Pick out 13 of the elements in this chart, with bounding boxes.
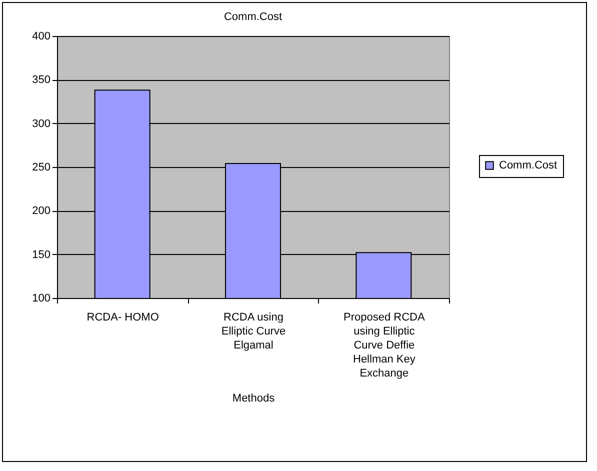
y-tick-label: 400 bbox=[32, 30, 50, 42]
x-tick-label: RCDA- HOMO bbox=[86, 312, 160, 324]
x-axis-title: Methods bbox=[232, 392, 276, 404]
x-tick-label: RCDA using Elliptic Curve Elgamal bbox=[221, 312, 286, 352]
y-tick-label: 150 bbox=[32, 248, 50, 261]
y-tick-label: 300 bbox=[32, 118, 50, 130]
y-tick-label: 200 bbox=[32, 205, 50, 218]
y-tick-label: 350 bbox=[32, 74, 50, 86]
y-tick-label: 250 bbox=[32, 162, 50, 174]
x-tick-label: Proposed RCDA using Elliptic Curve Deffie Hellman Key Exchange bbox=[344, 312, 426, 380]
legend-label: Comm.Cost bbox=[499, 160, 558, 172]
chart-title: Comm.Cost bbox=[224, 11, 282, 23]
y-tick-label: 100 bbox=[32, 292, 50, 304]
